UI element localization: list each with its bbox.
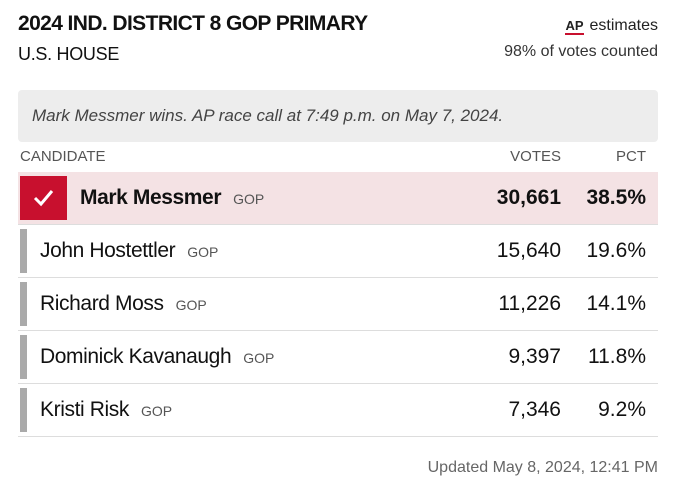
votes: 11,226 xyxy=(498,292,561,315)
candidate-cell: Richard Moss GOP xyxy=(40,292,207,316)
candidate-row: Dominick Kavanaugh GOP 9,397 11.8% xyxy=(18,331,658,384)
party: GOP xyxy=(233,191,265,207)
row-marker xyxy=(20,229,27,273)
percent: 38.5% xyxy=(586,186,646,209)
candidate-row: Richard Moss GOP 11,226 14.1% xyxy=(18,278,658,331)
race-note: Mark Messmer wins. AP race call at 7:49 … xyxy=(18,90,658,142)
table-header: CANDIDATE VOTES PCT xyxy=(18,146,658,173)
counted: 98% of votes counted xyxy=(504,43,658,60)
source: AP estimates xyxy=(565,17,658,35)
title: 2024 IND. DISTRICT 8 GOP PRIMARY xyxy=(18,12,368,35)
candidate-name: Richard Moss xyxy=(40,292,164,315)
column-header: CANDIDATE xyxy=(20,148,106,165)
candidate-name: Mark Messmer xyxy=(80,186,222,209)
votes: 30,661 xyxy=(496,186,561,209)
column-header: VOTES xyxy=(510,148,561,165)
votes: 9,397 xyxy=(508,345,561,368)
candidate-cell: Mark Messmer GOP xyxy=(80,186,264,210)
candidate-name: Dominick Kavanaugh xyxy=(40,345,232,368)
candidate-row: Kristi Risk GOP 7,346 9.2% xyxy=(18,384,658,437)
candidate-cell: Kristi Risk GOP xyxy=(40,398,172,422)
party: GOP xyxy=(175,297,207,313)
party: GOP xyxy=(187,244,219,260)
party: GOP xyxy=(140,403,173,419)
candidate-name: Kristi Risk xyxy=(40,398,129,421)
subtitle: U.S. HOUSE xyxy=(18,44,120,64)
votes: 7,346 xyxy=(508,398,561,421)
party: GOP xyxy=(243,350,275,366)
candidate-row: John Hostettler GOP 15,640 19.6% xyxy=(18,225,658,278)
percent: 14.1% xyxy=(586,292,646,315)
candidate-cell: John Hostettler GOP xyxy=(40,239,218,263)
check-icon xyxy=(33,190,54,207)
winner-check xyxy=(20,176,67,220)
updated: Updated May 8, 2024, 12:41 PM xyxy=(427,459,658,476)
percent: 19.6% xyxy=(586,239,646,262)
row-marker xyxy=(20,282,27,326)
column-header: PCT xyxy=(616,148,646,165)
ap-logo: AP xyxy=(565,18,584,35)
candidate-name: John Hostettler xyxy=(40,239,176,262)
row-marker xyxy=(20,335,27,379)
row-marker xyxy=(20,388,27,432)
percent: 9.2% xyxy=(598,398,646,421)
candidate-cell: Dominick Kavanaugh GOP xyxy=(40,345,274,369)
percent: 11.8% xyxy=(588,345,646,368)
source-text: estimates xyxy=(589,17,658,34)
candidate-row: Mark Messmer GOP 30,661 38.5% xyxy=(18,172,658,225)
votes: 15,640 xyxy=(496,239,561,262)
